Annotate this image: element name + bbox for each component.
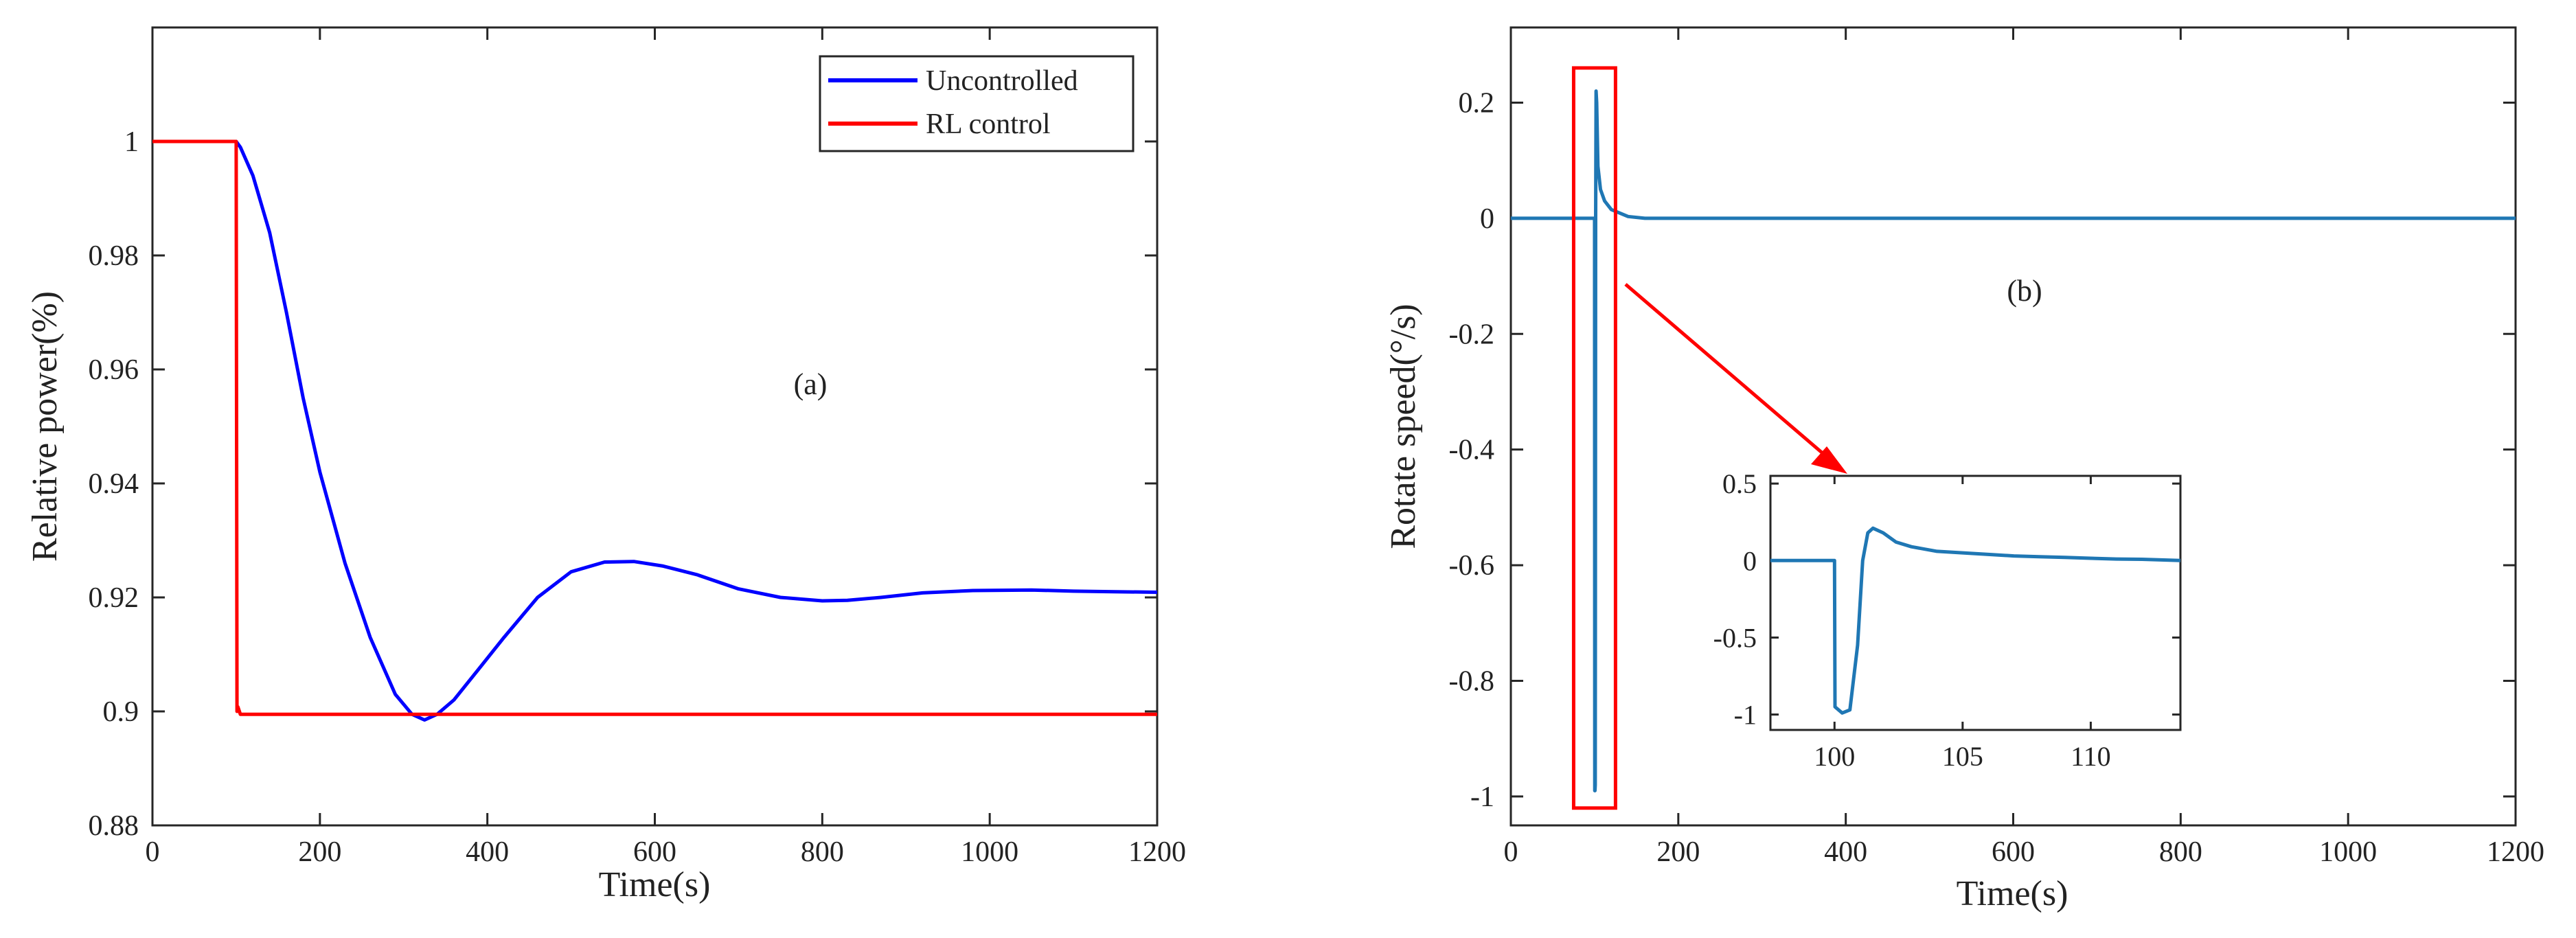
panel-a-y-tick-label: 0.92 bbox=[89, 582, 139, 614]
series-line-rotate-speed bbox=[1511, 89, 2516, 792]
panel-b-x-tick-label: 1000 bbox=[2319, 836, 2377, 868]
series-line-rl-control bbox=[152, 139, 1157, 716]
panel-a-x-tick-label: 1200 bbox=[1128, 836, 1186, 868]
panel-a-plot-area bbox=[151, 26, 1159, 827]
panel-a-y-tick-label: 0.96 bbox=[89, 354, 139, 386]
panel-b-x-tick-label: 0 bbox=[1504, 836, 1518, 868]
series-line-uncontrolled bbox=[152, 139, 1158, 722]
panel-a-chart: 0 200 400 600 800 1000 1200 0.88 0.9 0.92 0.94 0.9… bbox=[25, 26, 1186, 904]
panel-b-inset-chart: 100 105 110 -1 -0.5 0 0.5 bbox=[1713, 468, 2182, 772]
panel-a-legend: Uncontrolled RL control bbox=[819, 55, 1135, 152]
zoom-highlight-box bbox=[1571, 66, 1617, 810]
legend-box bbox=[819, 55, 1135, 152]
inset-x-ticks: 100 105 110 bbox=[1814, 476, 2111, 772]
panel-a-x-tick-label: 600 bbox=[633, 836, 676, 868]
zoom-arrow-head bbox=[1811, 446, 1847, 474]
panel-b-y-tick-label: -0.6 bbox=[1449, 550, 1495, 582]
panel-b-x-tick-label: 800 bbox=[2159, 836, 2202, 868]
panel-a-y-tick-label: 0.94 bbox=[89, 468, 139, 500]
panel-b-y-tick-label: -0.4 bbox=[1449, 435, 1495, 466]
inset-y-tick-label: 0.5 bbox=[1722, 468, 1757, 499]
legend-label-rl-control: RL control bbox=[926, 108, 1051, 140]
panel-b-x-tick-label: 200 bbox=[1656, 836, 1700, 868]
panel-b-x-ticks: 0 200 400 600 800 1000 1200 bbox=[1504, 27, 2544, 868]
inset-plot-area bbox=[1769, 474, 2182, 731]
panel-a-y-tick-label: 1 bbox=[124, 126, 139, 158]
inset-y-tick-label: -1 bbox=[1734, 700, 1757, 731]
panel-a-x-tick-label: 0 bbox=[146, 836, 160, 868]
panel-a-series bbox=[152, 139, 1158, 722]
panel-b-x-axis-title: Time(s) bbox=[1957, 874, 2068, 913]
inset-series-line bbox=[1770, 526, 2181, 715]
panel-b-y-tick-label: 0.2 bbox=[1459, 87, 1495, 119]
panel-a-x-tick-label: 400 bbox=[466, 836, 509, 868]
panel-b-series bbox=[1511, 89, 2516, 792]
inset-y-tick-label: -0.5 bbox=[1713, 622, 1757, 653]
panel-b-x-tick-label: 600 bbox=[1992, 836, 2035, 868]
panel-a-y-ticks: 0.88 0.9 0.92 0.94 0.96 0.98 1 bbox=[89, 126, 1157, 842]
panel-b-x-tick-label: 400 bbox=[1824, 836, 1867, 868]
panel-b-label: (b) bbox=[2007, 274, 2042, 308]
inset-x-tick-label: 110 bbox=[2071, 741, 2111, 772]
panel-a-x-tick-label: 800 bbox=[801, 836, 844, 868]
panel-a-label: (a) bbox=[794, 367, 828, 401]
panel-b-y-tick-label: -0.2 bbox=[1449, 319, 1495, 350]
panel-b-y-axis-title: Rotate speed(°/s) bbox=[1384, 304, 1423, 549]
panel-b-y-tick-label: -1 bbox=[1470, 781, 1494, 813]
panel-a-y-tick-label: 0.9 bbox=[103, 696, 139, 728]
zoom-arrow-shaft bbox=[1624, 283, 1834, 463]
panel-a-y-tick-label: 0.88 bbox=[89, 810, 139, 842]
panel-a-x-tick-label: 200 bbox=[298, 836, 341, 868]
inset-series bbox=[1770, 526, 2181, 715]
panel-b-chart: 0 200 400 600 800 1000 1200 -1-0.8-0.6-0.4-0.2… bbox=[1384, 26, 2544, 913]
zoom-arrow bbox=[1624, 283, 1847, 474]
panel-a-x-tick-label: 1000 bbox=[961, 836, 1018, 868]
inset-y-ticks: -1 -0.5 0 0.5 bbox=[1713, 468, 2180, 731]
panel-b-y-tick-label: 0 bbox=[1480, 203, 1494, 235]
inset-x-tick-label: 105 bbox=[1942, 741, 1983, 772]
panel-a-y-tick-label: 0.98 bbox=[89, 240, 139, 272]
panel-b-y-ticks: -1 -0.8 -0.6 -0.4 -0.2 0 0.2 bbox=[1449, 87, 2516, 813]
inset-y-tick-label: 0 bbox=[1743, 545, 1757, 576]
inset-x-tick-label: 100 bbox=[1814, 741, 1855, 772]
panel-a-y-axis-title: Relative power(%) bbox=[25, 291, 65, 562]
panel-a-x-axis-title: Time(s) bbox=[599, 865, 711, 904]
legend-label-uncontrolled: Uncontrolled bbox=[926, 65, 1078, 97]
panel-a-x-ticks: 0 200 400 600 800 1000 1200 bbox=[146, 27, 1186, 868]
panel-b-y-tick-label: -0.8 bbox=[1449, 665, 1495, 697]
panel-b-x-tick-label: 1200 bbox=[2487, 836, 2544, 868]
